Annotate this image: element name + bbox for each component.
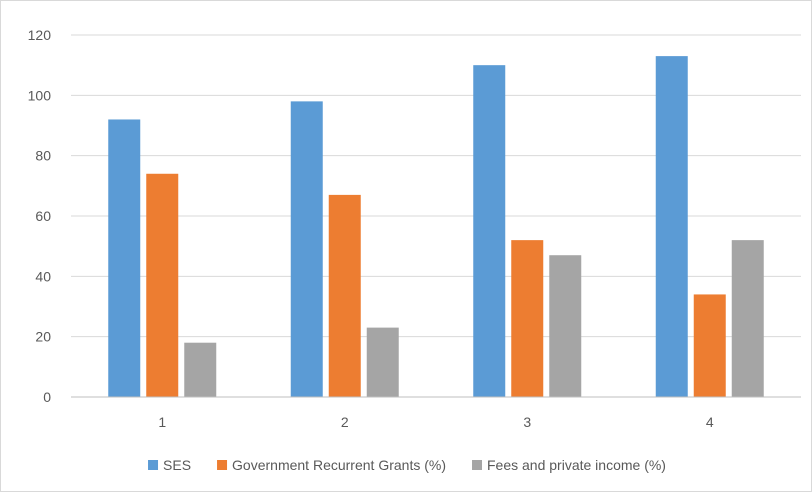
- bar: [549, 255, 582, 397]
- bar: [693, 294, 726, 397]
- bar: [655, 56, 688, 397]
- y-tick-label: 100: [28, 87, 52, 103]
- legend-item: Government Recurrent Grants (%): [217, 457, 446, 473]
- x-tick-label: 4: [706, 414, 714, 430]
- y-tick-label: 120: [28, 27, 52, 43]
- y-axis-tick-labels: 0 20 40 60 80 100 120: [28, 27, 52, 405]
- y-tick-label: 60: [35, 208, 51, 224]
- legend-label: Fees and private income (%): [487, 457, 666, 473]
- bar: [511, 240, 544, 397]
- y-tick-label: 40: [35, 268, 51, 284]
- bar: [290, 101, 323, 397]
- bar: [108, 119, 141, 397]
- x-axis-tick-labels: 1 2 3 4: [158, 414, 714, 430]
- legend-swatch: [148, 460, 159, 470]
- legend-item: Fees and private income (%): [472, 457, 666, 473]
- legend-label: SES: [163, 457, 191, 473]
- bar: [731, 240, 764, 397]
- y-tick-label: 80: [35, 148, 51, 164]
- y-tick-label: 20: [35, 329, 51, 345]
- legend-swatch: [472, 460, 483, 470]
- gridlines: [71, 34, 801, 338]
- legend-swatch: [217, 460, 228, 470]
- legend-item: SES: [148, 457, 191, 473]
- x-tick-label: 2: [341, 414, 349, 430]
- legend: SES Government Recurrent Grants (%) Fees a…: [148, 457, 666, 473]
- legend-label: Government Recurrent Grants (%): [232, 457, 446, 473]
- x-tick-label: 3: [523, 414, 531, 430]
- bar: [366, 327, 399, 397]
- bar: [473, 65, 506, 398]
- bar: [328, 194, 361, 397]
- bar: [146, 173, 179, 397]
- y-tick-label: 0: [43, 389, 51, 405]
- bars: [108, 56, 764, 398]
- x-tick-label: 1: [158, 414, 166, 430]
- bar: [184, 342, 217, 397]
